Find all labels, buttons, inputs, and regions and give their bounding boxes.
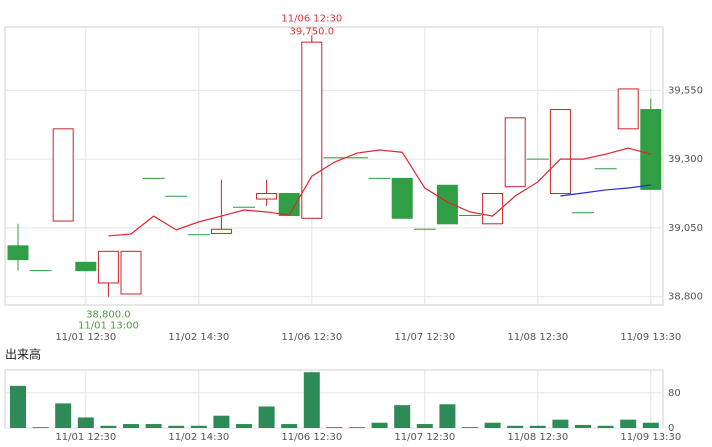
- low-label-time: 11/01 13:00: [78, 321, 139, 332]
- volume-bar: [190, 425, 207, 428]
- x-tick-label: 11/07 12:30: [394, 332, 455, 343]
- volume-bar: [416, 424, 433, 428]
- candle-body: [436, 184, 458, 225]
- volume-bar: [281, 424, 298, 428]
- volume-bar: [462, 427, 478, 428]
- moving-average-line: [108, 147, 651, 237]
- volume-bar: [349, 427, 365, 428]
- x-tick-label: 11/02 14:30: [168, 432, 229, 443]
- volume-title: 出来高: [5, 347, 41, 362]
- candle-body: [640, 109, 662, 190]
- volume-bar: [168, 425, 185, 428]
- volume-bar: [507, 425, 524, 428]
- x-tick-label: 11/01 12:30: [55, 432, 116, 443]
- volume-bar: [32, 427, 49, 428]
- volume-bar: [642, 422, 659, 428]
- y-tick-label: 38,800: [668, 292, 703, 303]
- y-tick-label: 0: [668, 423, 674, 434]
- candle-body: [256, 193, 278, 200]
- volume-bar: [439, 404, 456, 428]
- volume-bar: [484, 422, 501, 428]
- moving-average-line: [560, 184, 651, 197]
- volume-bar: [55, 403, 72, 428]
- high-label-value: 39,750.0: [290, 26, 335, 37]
- candle-body: [549, 109, 571, 195]
- candle-body: [301, 41, 323, 219]
- candle-body: [504, 117, 526, 188]
- volume-bar: [529, 425, 546, 428]
- x-tick-label: 11/09 13:30: [620, 332, 681, 343]
- volume-bar: [394, 405, 411, 428]
- volume-bar: [100, 425, 117, 428]
- y-tick-label: 39,050: [668, 223, 703, 234]
- y-tick-label: 80: [668, 388, 681, 399]
- y-tick-label: 39,300: [668, 154, 703, 165]
- candle-body: [482, 193, 504, 225]
- volume-bar: [258, 406, 275, 428]
- price-panel: [4, 26, 664, 306]
- volume-bar: [620, 419, 637, 428]
- volume-bar: [236, 424, 252, 428]
- x-tick-label: 11/02 14:30: [168, 332, 229, 343]
- candle-body: [391, 177, 413, 219]
- volume-bar: [303, 372, 320, 428]
- volume-bar: [552, 419, 569, 428]
- x-tick-label: 11/01 12:30: [55, 332, 116, 343]
- volume-bar: [77, 417, 94, 428]
- low-label-value: 38,800.0: [86, 310, 131, 321]
- x-tick-label: 11/09 13:30: [620, 432, 681, 443]
- x-tick-label: 11/08 12:30: [507, 432, 568, 443]
- candle-body: [210, 228, 232, 234]
- candle-body: [52, 128, 74, 222]
- y-tick-label: 39,550: [668, 85, 703, 96]
- candle-body: [278, 193, 300, 217]
- x-tick-label: 11/06 12:30: [281, 432, 342, 443]
- volume-bar: [371, 422, 388, 428]
- x-tick-label: 11/06 12:30: [281, 332, 342, 343]
- candle-body: [7, 245, 29, 261]
- volume-panel: [4, 369, 664, 429]
- high-label-time: 11/06 12:30: [281, 13, 342, 24]
- x-tick-label: 11/08 12:30: [507, 332, 568, 343]
- candle-body: [75, 261, 97, 272]
- volume-bar: [575, 424, 591, 428]
- volume-bar: [10, 385, 26, 428]
- candle-body: [617, 88, 639, 130]
- volume-bar: [213, 415, 230, 428]
- volume-bar: [326, 427, 343, 428]
- volume-bar: [123, 424, 139, 428]
- volume-bar: [597, 425, 614, 428]
- candle-body: [120, 250, 142, 295]
- volume-bar: [145, 424, 162, 428]
- candle-body: [97, 250, 119, 284]
- x-tick-label: 11/07 12:30: [394, 432, 455, 443]
